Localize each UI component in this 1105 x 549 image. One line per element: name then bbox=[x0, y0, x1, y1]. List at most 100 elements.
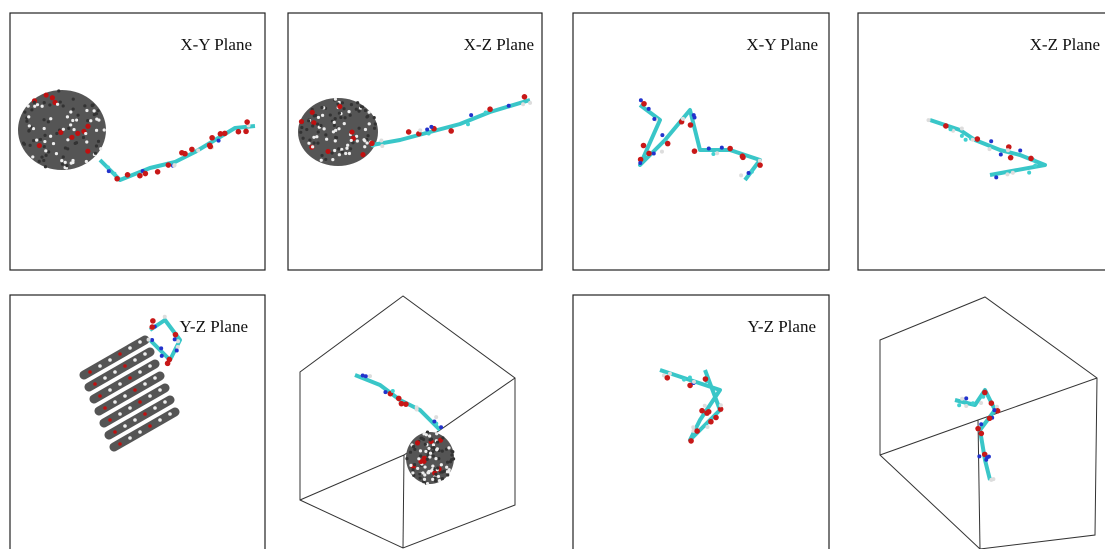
atom bbox=[720, 146, 724, 150]
atom bbox=[41, 105, 44, 108]
atom bbox=[333, 121, 336, 124]
atom bbox=[85, 124, 90, 129]
atom bbox=[713, 415, 719, 421]
atom bbox=[89, 119, 92, 122]
atom bbox=[693, 115, 697, 119]
atom bbox=[443, 470, 446, 473]
atom bbox=[22, 141, 25, 144]
atom bbox=[138, 370, 142, 374]
atom bbox=[133, 418, 137, 422]
atom bbox=[660, 133, 664, 137]
atom bbox=[42, 118, 45, 121]
atom bbox=[244, 119, 250, 125]
atom bbox=[66, 115, 69, 118]
atom bbox=[727, 146, 733, 152]
atom bbox=[424, 443, 427, 446]
atom bbox=[207, 144, 213, 150]
atom bbox=[350, 139, 353, 142]
atom bbox=[66, 147, 69, 150]
atom bbox=[445, 466, 448, 469]
atom bbox=[72, 98, 75, 101]
atom bbox=[72, 128, 75, 131]
atom bbox=[150, 318, 156, 324]
atom bbox=[335, 136, 338, 139]
atom bbox=[507, 104, 511, 108]
atom bbox=[1027, 171, 1031, 175]
atom bbox=[358, 127, 361, 130]
atom bbox=[123, 424, 127, 428]
atom bbox=[37, 143, 42, 148]
atom bbox=[348, 152, 351, 155]
atom bbox=[43, 145, 46, 148]
atom bbox=[28, 144, 31, 147]
atom bbox=[189, 147, 195, 153]
atom bbox=[989, 400, 995, 406]
atom bbox=[987, 416, 993, 422]
atom bbox=[103, 376, 107, 380]
atom bbox=[27, 129, 30, 132]
atom bbox=[715, 151, 719, 155]
atom bbox=[705, 425, 709, 429]
atom bbox=[977, 454, 981, 458]
atom bbox=[62, 155, 65, 158]
atom bbox=[83, 104, 86, 107]
atom bbox=[347, 110, 350, 113]
atom bbox=[317, 130, 320, 133]
atom bbox=[1006, 148, 1010, 152]
atom bbox=[113, 172, 117, 176]
atom bbox=[707, 147, 711, 151]
atom bbox=[125, 172, 131, 178]
atom bbox=[975, 426, 981, 432]
atom bbox=[48, 103, 51, 106]
atom bbox=[652, 117, 656, 121]
atom bbox=[420, 437, 423, 440]
atom bbox=[299, 119, 304, 124]
atom bbox=[85, 140, 88, 143]
atom bbox=[31, 155, 34, 158]
atom bbox=[143, 352, 147, 356]
atom bbox=[434, 473, 437, 476]
atom bbox=[75, 131, 80, 136]
panel-label: X-Y Plane bbox=[746, 35, 818, 54]
atom bbox=[964, 396, 968, 400]
atom bbox=[138, 340, 142, 344]
atom bbox=[173, 332, 179, 338]
atom bbox=[450, 453, 453, 456]
atom bbox=[409, 464, 412, 467]
atom bbox=[350, 103, 353, 106]
atom bbox=[299, 131, 302, 134]
atom bbox=[699, 408, 705, 414]
atom bbox=[65, 164, 68, 167]
atom bbox=[692, 148, 698, 154]
atom bbox=[432, 455, 435, 458]
atom bbox=[49, 117, 52, 120]
atom bbox=[430, 438, 433, 441]
atom bbox=[429, 452, 432, 455]
atom bbox=[179, 150, 185, 156]
atom bbox=[379, 138, 383, 142]
atom bbox=[118, 442, 122, 446]
atom bbox=[55, 132, 58, 135]
atom bbox=[307, 119, 310, 122]
atom bbox=[688, 122, 694, 128]
panel-label: Y-Z Plane bbox=[748, 317, 816, 336]
atom bbox=[411, 468, 414, 471]
atom bbox=[441, 477, 444, 480]
atom bbox=[98, 364, 102, 368]
atom bbox=[44, 165, 47, 168]
atom bbox=[448, 128, 454, 134]
atom bbox=[69, 110, 72, 113]
atom bbox=[988, 147, 992, 151]
atom bbox=[440, 463, 443, 466]
atom bbox=[987, 455, 991, 459]
atom bbox=[424, 450, 427, 453]
atom bbox=[413, 448, 416, 451]
atom bbox=[128, 406, 132, 410]
atom bbox=[1018, 148, 1022, 152]
atom bbox=[305, 128, 308, 131]
atom bbox=[431, 478, 434, 481]
atom bbox=[118, 412, 122, 416]
atom bbox=[439, 425, 443, 429]
atom bbox=[450, 450, 453, 453]
atom bbox=[373, 116, 376, 119]
